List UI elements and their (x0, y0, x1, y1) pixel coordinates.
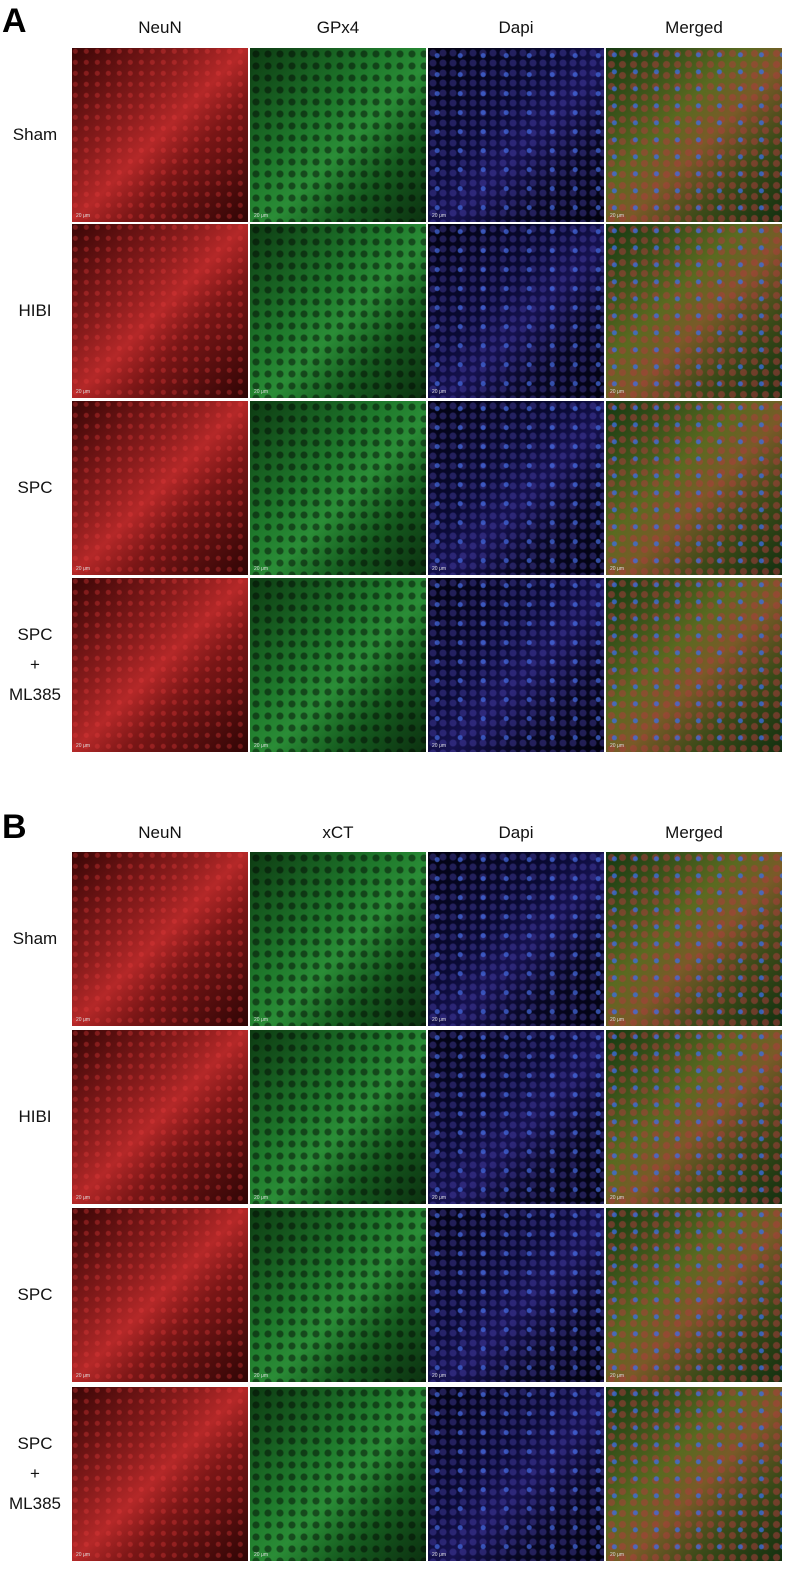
row-label-line: SPC (17, 625, 53, 644)
micrograph-neun: 20 μm (72, 401, 248, 575)
micrograph-gpx4: 20 μm (250, 48, 426, 222)
micrograph-neun: 20 μm (72, 1030, 248, 1204)
column-label: Merged (665, 18, 723, 37)
scale-bar-label: 20 μm (610, 1373, 624, 1379)
micrograph-neun: 20 μm (72, 224, 248, 398)
scale-bar-label: 20 μm (432, 1552, 446, 1558)
scale-bar-label: 20 μm (76, 1552, 90, 1558)
row-label: Sham (0, 924, 70, 954)
micrograph-xct: 20 μm (250, 1387, 426, 1561)
panel-letter: A (2, 2, 27, 40)
scale-bar-label: 20 μm (254, 1373, 268, 1379)
scale-bar-label: 20 μm (610, 1195, 624, 1201)
scale-bar-label: 20 μm (432, 1195, 446, 1201)
scale-bar-label: 20 μm (610, 1017, 624, 1023)
micrograph-merged: 20 μm (606, 224, 782, 398)
micrograph-xct: 20 μm (250, 1030, 426, 1204)
micrograph-merged: 20 μm (606, 1030, 782, 1204)
micrograph-neun: 20 μm (72, 578, 248, 752)
micrograph-neun: 20 μm (72, 1387, 248, 1561)
column-label: xCT (322, 823, 354, 842)
column-label: NeuN (138, 823, 182, 842)
row-label-line: SPC (17, 1434, 53, 1453)
micrograph-gpx4: 20 μm (250, 401, 426, 575)
micrograph-merged: 20 μm (606, 1387, 782, 1561)
scale-bar-label: 20 μm (254, 743, 268, 749)
row-label-line: ML385 (9, 1494, 61, 1513)
micrograph-dapi: 20 μm (428, 401, 604, 575)
scale-bar-label: 20 μm (254, 1552, 268, 1558)
micrograph-gpx4: 20 μm (250, 224, 426, 398)
scale-bar-label: 20 μm (432, 1373, 446, 1379)
scale-bar-label: 20 μm (432, 743, 446, 749)
micrograph-merged: 20 μm (606, 578, 782, 752)
row-label-line: SPC (17, 478, 53, 497)
scale-bar-label: 20 μm (432, 389, 446, 395)
scale-bar-label: 20 μm (76, 213, 90, 219)
micrograph-merged: 20 μm (606, 48, 782, 222)
micrograph-dapi: 20 μm (428, 1387, 604, 1561)
scale-bar-label: 20 μm (610, 389, 624, 395)
scale-bar-label: 20 μm (254, 389, 268, 395)
scale-bar-label: 20 μm (610, 743, 624, 749)
scale-bar-label: 20 μm (432, 566, 446, 572)
scale-bar-label: 20 μm (432, 1017, 446, 1023)
micrograph-xct: 20 μm (250, 852, 426, 1026)
micrograph-merged: 20 μm (606, 1208, 782, 1382)
column-label: NeuN (138, 18, 182, 37)
row-label-line: ML385 (9, 685, 61, 704)
scale-bar-label: 20 μm (610, 1552, 624, 1558)
scale-bar-label: 20 μm (254, 213, 268, 219)
micrograph-dapi: 20 μm (428, 1208, 604, 1382)
panel-letter: B (2, 808, 27, 846)
row-label-line: + (30, 655, 40, 674)
micrograph-neun: 20 μm (72, 48, 248, 222)
row-label-line: SPC (17, 1285, 53, 1304)
scale-bar-label: 20 μm (76, 1195, 90, 1201)
micrograph-neun: 20 μm (72, 852, 248, 1026)
micrograph-neun: 20 μm (72, 1208, 248, 1382)
row-label-line: Sham (12, 929, 58, 948)
row-label-line: HIBI (18, 301, 52, 320)
micrograph-gpx4: 20 μm (250, 578, 426, 752)
row-label-line: HIBI (18, 1107, 52, 1126)
micrograph-dapi: 20 μm (428, 48, 604, 222)
scale-bar-label: 20 μm (610, 566, 624, 572)
scale-bar-label: 20 μm (76, 743, 90, 749)
row-label: SPC (0, 1280, 70, 1310)
scale-bar-label: 20 μm (76, 1373, 90, 1379)
micrograph-merged: 20 μm (606, 401, 782, 575)
row-label: SPC + ML385 (0, 1429, 70, 1519)
row-label: SPC (0, 473, 70, 503)
micrograph-dapi: 20 μm (428, 1030, 604, 1204)
scale-bar-label: 20 μm (76, 1017, 90, 1023)
micrograph-merged: 20 μm (606, 852, 782, 1026)
row-label: Sham (0, 120, 70, 150)
row-label: HIBI (0, 296, 70, 326)
row-label: HIBI (0, 1102, 70, 1132)
micrograph-dapi: 20 μm (428, 852, 604, 1026)
column-label: Dapi (498, 823, 534, 842)
row-label-line: Sham (12, 125, 58, 144)
column-label: Dapi (498, 18, 534, 37)
column-label: GPx4 (316, 18, 360, 37)
micrograph-xct: 20 μm (250, 1208, 426, 1382)
column-label: Merged (665, 823, 723, 842)
scale-bar-label: 20 μm (432, 213, 446, 219)
scale-bar-label: 20 μm (76, 566, 90, 572)
micrograph-dapi: 20 μm (428, 578, 604, 752)
micrograph-dapi: 20 μm (428, 224, 604, 398)
scale-bar-label: 20 μm (254, 566, 268, 572)
scale-bar-label: 20 μm (254, 1017, 268, 1023)
scale-bar-label: 20 μm (610, 213, 624, 219)
scale-bar-label: 20 μm (76, 389, 90, 395)
scale-bar-label: 20 μm (254, 1195, 268, 1201)
row-label-line: + (30, 1464, 40, 1483)
row-label: SPC + ML385 (0, 620, 70, 710)
